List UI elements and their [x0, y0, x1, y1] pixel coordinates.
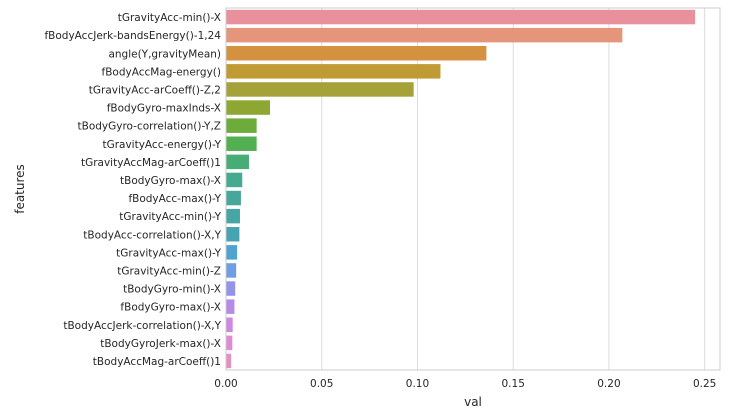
y-tick-labels: tGravityAcc-min()-X fBodyAccJerk-bandsEne… — [44, 12, 221, 368]
bar — [226, 100, 271, 115]
bar — [226, 154, 249, 170]
x-tick-labels: 0.00 0.05 0.10 0.15 0.20 0.25 — [214, 378, 716, 390]
bar — [226, 335, 233, 351]
bars — [226, 9, 696, 369]
bar — [226, 118, 257, 133]
plot-frame — [225, 7, 721, 371]
bar — [226, 172, 243, 188]
bar — [226, 9, 696, 25]
y-tick-label: tGravityAccMag-arCoeff()1 — [81, 157, 221, 169]
bar — [226, 27, 623, 43]
x-tick-label: 0.15 — [502, 378, 525, 390]
x-axis-label: val — [464, 395, 482, 409]
y-tick-label: tGravityAcc-min()-Z — [117, 265, 221, 277]
bar — [226, 190, 241, 206]
y-tick-label: angle(Y,gravityMean) — [108, 48, 221, 60]
y-tick-label: tBodyGyro-max()-X — [120, 175, 221, 187]
y-tick-label: tBodyAcc-correlation()-X,Y — [83, 229, 221, 241]
x-tick-label: 0.05 — [310, 378, 333, 390]
y-tick-label: tBodyGyroJerk-max()-X — [100, 338, 221, 350]
y-tick-label: fBodyAcc-max()-Y — [128, 193, 221, 205]
bar — [226, 136, 257, 151]
bar — [226, 281, 236, 296]
x-tick-label: 0.00 — [214, 378, 237, 390]
bar — [226, 299, 235, 314]
y-tick-label: fBodyGyro-max()-X — [120, 302, 221, 314]
bar — [226, 227, 240, 242]
bar — [226, 46, 487, 61]
grid-lines — [225, 8, 706, 370]
y-tick-label: tBodyAccJerk-correlation()-X,Y — [63, 320, 221, 332]
y-axis-label: features — [13, 164, 27, 214]
bar — [226, 317, 233, 332]
y-tick-label: tGravityAcc-min()-X — [118, 12, 221, 24]
y-tick-label: tGravityAcc-energy()-Y — [102, 139, 221, 151]
bar — [226, 82, 414, 97]
x-tick-label: 0.20 — [597, 378, 620, 390]
y-tick-label: tGravityAcc-max()-Y — [116, 247, 221, 259]
bar — [226, 263, 237, 278]
bar — [226, 64, 441, 79]
x-tick-label: 0.25 — [693, 378, 716, 390]
y-tick-label: fBodyAccMag-energy() — [102, 66, 221, 78]
y-tick-label: tGravityAcc-arCoeff()-Z,2 — [89, 84, 221, 96]
x-tick-label: 0.10 — [406, 378, 429, 390]
y-tick-label: tGravityAcc-min()-Y — [119, 211, 221, 223]
y-tick-label: tBodyGyro-correlation()-Y,Z — [78, 121, 222, 133]
bar — [226, 353, 232, 369]
bar — [226, 208, 240, 224]
y-tick-label: tBodyGyro-min()-X — [123, 284, 221, 296]
y-tick-label: fBodyGyro-maxInds-X — [107, 103, 221, 115]
bar — [226, 245, 238, 260]
y-tick-label: fBodyAccJerk-bandsEnergy()-1,24 — [44, 30, 221, 42]
y-tick-label: tBodyAccMag-arCoeff()1 — [93, 356, 221, 368]
